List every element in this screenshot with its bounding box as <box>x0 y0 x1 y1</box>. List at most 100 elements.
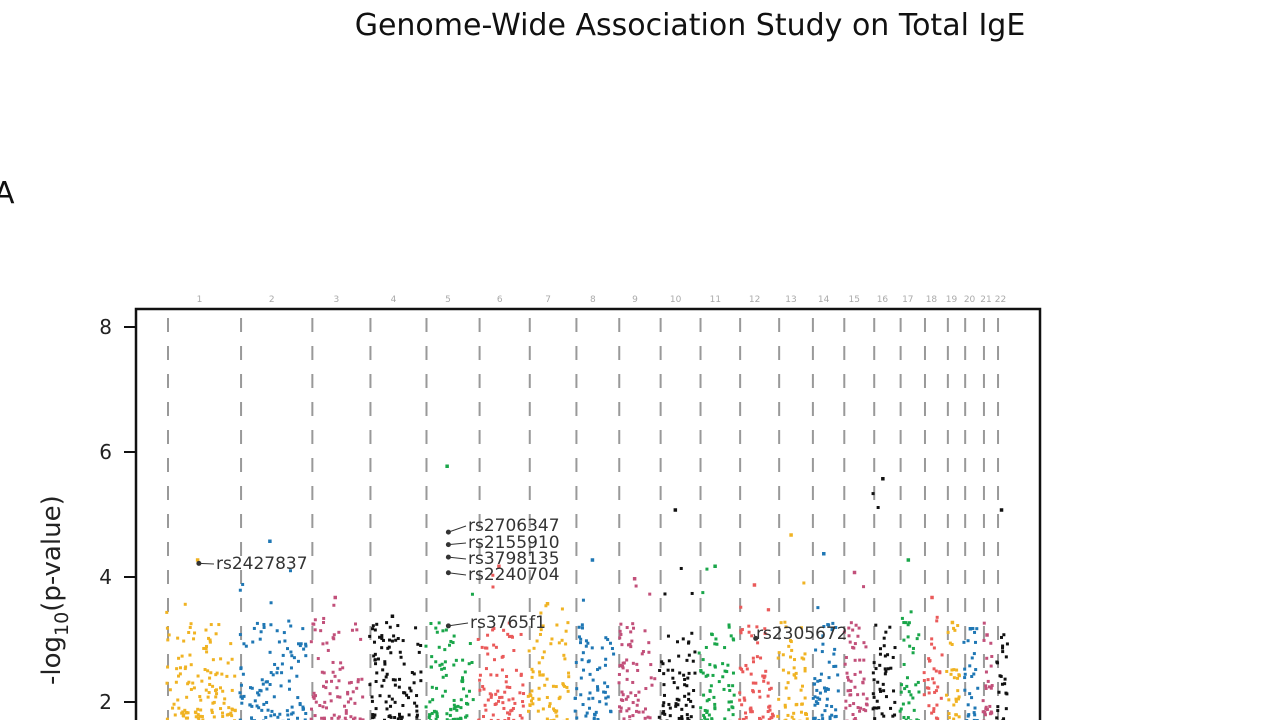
snp-point <box>227 712 231 716</box>
snp-point <box>954 697 958 701</box>
snp-point <box>618 629 622 633</box>
snp-point <box>899 707 903 711</box>
snp-point <box>449 707 453 711</box>
snp-point <box>963 688 967 692</box>
snp-point <box>984 684 988 688</box>
snp-point <box>1002 633 1006 637</box>
snp-point <box>986 679 990 683</box>
snp-point <box>596 668 600 672</box>
snp-point <box>230 714 234 718</box>
snp-point <box>165 626 169 630</box>
snp-point <box>481 715 485 719</box>
snp-point <box>995 716 999 720</box>
snp-point <box>286 647 290 651</box>
snp-point <box>620 690 624 694</box>
snp-point <box>1001 650 1005 654</box>
snp-point <box>398 677 402 681</box>
snp-point <box>905 684 909 688</box>
snp-point <box>393 678 397 682</box>
snp-point <box>813 716 817 720</box>
snp-point <box>682 673 686 677</box>
snp-point <box>563 657 567 661</box>
snp-point <box>290 705 294 709</box>
snp-point <box>545 717 549 720</box>
snp-point <box>872 661 876 665</box>
snp-point <box>792 711 796 715</box>
snp-point <box>587 706 591 710</box>
snp-point <box>584 639 588 643</box>
snp-point <box>708 663 712 667</box>
snp-point <box>692 689 696 693</box>
snp-point <box>443 660 447 664</box>
snp-point <box>713 664 717 668</box>
snp-point <box>802 657 806 661</box>
snp-point <box>630 639 634 643</box>
snp-point <box>309 717 313 720</box>
snp-point <box>628 642 632 646</box>
snp-point <box>783 705 787 709</box>
snp-point <box>889 666 893 670</box>
snp-point <box>579 641 583 645</box>
snp-point <box>704 645 708 649</box>
snp-point <box>456 704 460 708</box>
snp-point <box>878 647 882 651</box>
snp-point <box>606 695 610 699</box>
snp-point <box>689 699 693 703</box>
snp-point <box>530 689 534 693</box>
snp-point <box>956 624 960 628</box>
snp-point <box>956 689 960 693</box>
snp-point <box>634 709 638 713</box>
snp-point <box>875 706 879 710</box>
snp-point <box>932 707 936 711</box>
snp-point <box>389 715 393 719</box>
snp-point <box>178 672 182 676</box>
snp-annotation-leader <box>448 622 469 627</box>
snp-point <box>251 640 255 644</box>
snp-point <box>742 717 746 720</box>
snp-point <box>707 713 711 717</box>
snp-point <box>402 691 406 695</box>
snp-point <box>430 711 434 715</box>
chromosome-label: 13 <box>785 295 796 305</box>
snp-point <box>449 639 453 643</box>
snp-point <box>767 608 771 612</box>
snp-point <box>846 689 850 693</box>
snp-point <box>784 686 788 690</box>
snp-point <box>244 644 248 648</box>
snp-point <box>803 652 807 656</box>
snp-point <box>512 718 516 720</box>
snp-point <box>506 632 510 636</box>
snp-point <box>486 633 490 637</box>
snp-point <box>250 686 254 690</box>
snp-point <box>804 711 808 715</box>
snp-point <box>566 689 570 693</box>
snp-point <box>658 668 662 672</box>
snp-point <box>723 646 727 650</box>
snp-annotation-dot <box>445 554 451 560</box>
snp-point <box>355 686 359 690</box>
snp-point <box>573 709 577 713</box>
snp-point <box>200 679 204 683</box>
snp-point <box>427 715 431 719</box>
snp-point <box>353 716 357 720</box>
snp-point <box>828 717 832 720</box>
snp-point <box>319 629 323 633</box>
snp-point <box>871 671 875 675</box>
snp-point <box>833 647 837 651</box>
snp-point <box>963 676 967 680</box>
snp-point <box>542 650 546 654</box>
snp-point <box>385 707 389 711</box>
snp-point <box>879 689 883 693</box>
snp-point <box>666 634 670 638</box>
snp-point <box>221 711 225 715</box>
snp-point <box>349 680 353 684</box>
snp-point <box>483 703 487 707</box>
snp-point <box>424 705 428 709</box>
snp-point <box>191 681 195 685</box>
snp-point <box>320 670 324 674</box>
snp-annotation-leader <box>448 572 467 576</box>
snp-point <box>419 679 423 683</box>
snp-point <box>269 714 273 718</box>
snp-point <box>579 676 583 680</box>
snp-point <box>401 704 405 708</box>
